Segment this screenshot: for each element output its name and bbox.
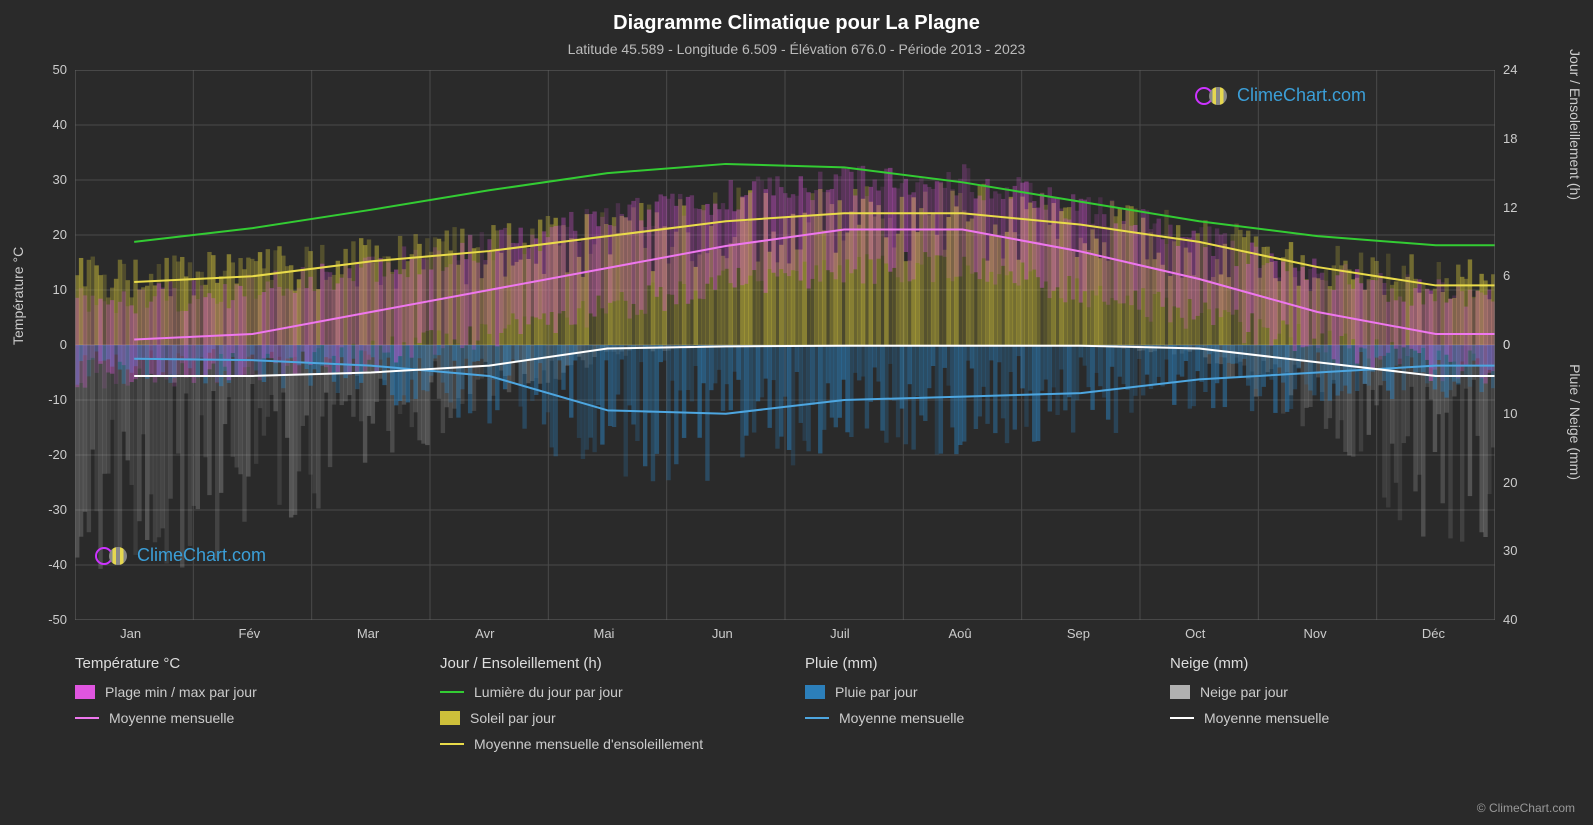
- x-month-tick: Oct: [1185, 626, 1205, 641]
- legend-label: Moyenne mensuelle: [839, 710, 964, 726]
- legend-header: Pluie (mm): [805, 655, 1130, 672]
- y-right-top-axis-label: Jour / Ensoleillement (h): [1567, 49, 1583, 200]
- legend-swatch: [75, 685, 95, 699]
- plot-area: [75, 70, 1495, 620]
- y-left-tick: 30: [53, 172, 67, 187]
- legend-item: Lumière du jour par jour: [440, 684, 765, 700]
- legend-column: Pluie (mm) Pluie par jour Moyenne mensuell…: [805, 655, 1130, 762]
- legend-label: Pluie par jour: [835, 684, 918, 700]
- chart-subtitle: Latitude 45.589 - Longitude 6.509 - Élév…: [0, 35, 1593, 57]
- legend-swatch: [805, 717, 829, 719]
- legend-label: Neige par jour: [1200, 684, 1288, 700]
- y-right-bottom-tick: 40: [1503, 612, 1517, 627]
- legend-item: Moyenne mensuelle: [1170, 710, 1495, 726]
- legend-column: Neige (mm) Neige par jour Moyenne mensuell…: [1170, 655, 1495, 762]
- x-month-tick: Mar: [357, 626, 379, 641]
- y-left-tick: 40: [53, 117, 67, 132]
- legend-swatch: [1170, 685, 1190, 699]
- legend-swatch: [440, 711, 460, 725]
- x-month-tick: Fév: [239, 626, 261, 641]
- legend-header: Température °C: [75, 655, 400, 672]
- legend-item: Moyenne mensuelle: [75, 710, 400, 726]
- y-left-tick: 50: [53, 62, 67, 77]
- y-right-top-tick: 6: [1503, 268, 1510, 283]
- y-left-tick: 0: [60, 337, 67, 352]
- legend-item: Moyenne mensuelle d'ensoleillement: [440, 736, 765, 752]
- legend-label: Moyenne mensuelle: [1204, 710, 1329, 726]
- copyright: © ClimeChart.com: [1477, 801, 1575, 815]
- x-month-tick: Juil: [830, 626, 850, 641]
- legend-item: Neige par jour: [1170, 684, 1495, 700]
- y-right-bottom-tick: 20: [1503, 475, 1517, 490]
- y-left-tick: -40: [48, 557, 67, 572]
- y-left-tick: -30: [48, 502, 67, 517]
- y-right-bottom-tick: 10: [1503, 406, 1517, 421]
- watermark: ClimeChart.com: [95, 545, 266, 566]
- legend-item: Soleil par jour: [440, 710, 765, 726]
- watermark: ClimeChart.com: [1195, 85, 1366, 106]
- legend-column: Température °C Plage min / max par jour Mo…: [75, 655, 400, 762]
- y-left-tick: -10: [48, 392, 67, 407]
- watermark-text: ClimeChart.com: [1237, 85, 1366, 106]
- x-month-tick: Sep: [1067, 626, 1090, 641]
- x-month-tick: Jun: [712, 626, 733, 641]
- y-left-axis-label: Température °C: [10, 247, 26, 345]
- y-right-bottom-tick: 0: [1503, 337, 1510, 352]
- legend-swatch: [440, 743, 464, 745]
- y-right-top-tick: 18: [1503, 131, 1517, 146]
- climate-chart: Diagramme Climatique pour La Plagne Lati…: [0, 0, 1593, 825]
- legend-swatch: [1170, 717, 1194, 719]
- y-left-tick: 10: [53, 282, 67, 297]
- legend-swatch: [75, 717, 99, 719]
- y-right-bottom-tick: 30: [1503, 543, 1517, 558]
- logo-icon: [1195, 86, 1231, 106]
- legend-column: Jour / Ensoleillement (h) Lumière du jour…: [440, 655, 765, 762]
- plot-svg: [75, 70, 1495, 620]
- x-month-tick: Avr: [475, 626, 494, 641]
- legend-swatch: [440, 691, 464, 693]
- watermark-text: ClimeChart.com: [137, 545, 266, 566]
- y-right-top-tick: 24: [1503, 62, 1517, 77]
- legend-item: Moyenne mensuelle: [805, 710, 1130, 726]
- x-month-tick: Déc: [1422, 626, 1445, 641]
- y-right-bottom-axis-label: Pluie / Neige (mm): [1567, 364, 1583, 480]
- legend-header: Jour / Ensoleillement (h): [440, 655, 765, 672]
- legend-item: Pluie par jour: [805, 684, 1130, 700]
- y-right-top-tick: 12: [1503, 200, 1517, 215]
- legend-label: Lumière du jour par jour: [474, 684, 623, 700]
- legend-label: Soleil par jour: [470, 710, 556, 726]
- y-left-tick: 20: [53, 227, 67, 242]
- chart-title: Diagramme Climatique pour La Plagne: [0, 0, 1593, 35]
- legend-label: Moyenne mensuelle d'ensoleillement: [474, 736, 703, 752]
- y-left-tick: -50: [48, 612, 67, 627]
- legend-swatch: [805, 685, 825, 699]
- legend-item: Plage min / max par jour: [75, 684, 400, 700]
- x-month-tick: Jan: [120, 626, 141, 641]
- y-left-tick: -20: [48, 447, 67, 462]
- x-month-tick: Mai: [594, 626, 615, 641]
- logo-icon: [95, 546, 131, 566]
- legend-label: Plage min / max par jour: [105, 684, 257, 700]
- legend-label: Moyenne mensuelle: [109, 710, 234, 726]
- legend: Température °C Plage min / max par jour Mo…: [75, 655, 1495, 762]
- x-month-tick: Aoû: [949, 626, 972, 641]
- x-month-tick: Nov: [1304, 626, 1327, 641]
- legend-header: Neige (mm): [1170, 655, 1495, 672]
